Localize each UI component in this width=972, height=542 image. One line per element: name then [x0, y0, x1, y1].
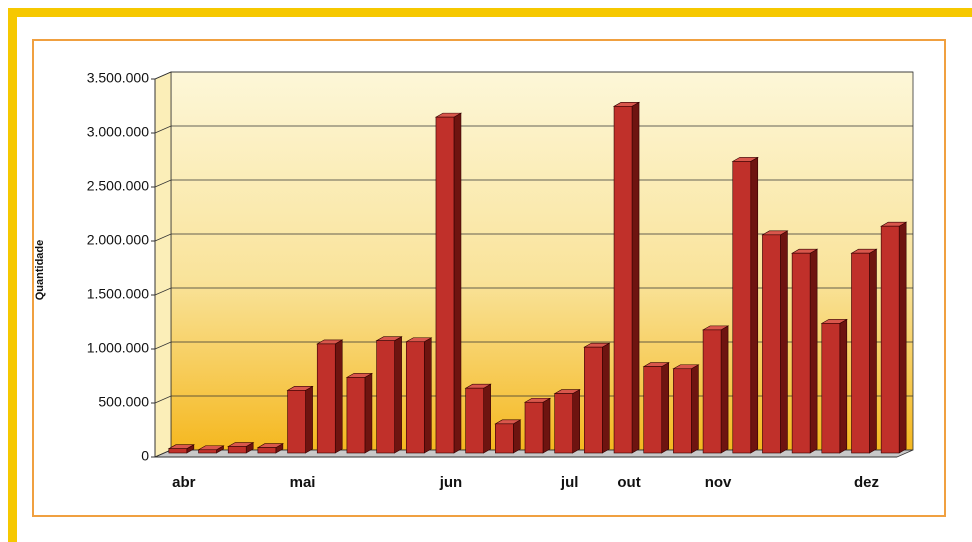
grid-line	[154, 233, 913, 242]
bar	[198, 449, 217, 454]
frame-top	[8, 8, 972, 17]
bar-group	[790, 248, 819, 454]
x-tick-label: out	[617, 474, 640, 491]
bar-group	[345, 372, 374, 454]
bar-group	[286, 385, 314, 454]
bar-group	[820, 318, 848, 454]
bar	[524, 401, 544, 454]
x-tick-label: mai	[290, 474, 316, 491]
bar	[346, 377, 366, 454]
y-tick-label: 2.500.000	[87, 178, 149, 194]
x-tick-label: abr	[172, 474, 196, 491]
bar-group	[197, 445, 225, 454]
x-tick-label: jun	[439, 474, 463, 491]
bar	[732, 161, 752, 454]
frame-left	[8, 8, 17, 542]
y-tick-label: 3.500.000	[87, 70, 149, 86]
bar-group	[850, 248, 878, 454]
bar-side	[750, 156, 759, 454]
bar	[584, 346, 603, 454]
y-tick-label: 500.000	[98, 394, 149, 410]
bar	[376, 340, 395, 454]
bar-group	[523, 397, 552, 454]
bar-side	[572, 389, 580, 454]
bar-group	[434, 112, 463, 454]
bar-side	[483, 383, 491, 454]
bar	[851, 252, 870, 454]
bar-side	[869, 248, 877, 454]
bar-side	[394, 336, 402, 454]
bar-group	[553, 389, 581, 454]
bar-group	[701, 325, 730, 454]
grid-line	[154, 125, 913, 134]
y-tick-label: 2.000.000	[87, 232, 149, 248]
bar-side	[334, 339, 343, 454]
bar	[821, 323, 841, 454]
bar-group	[880, 221, 908, 454]
y-tick-label: 3.000.000	[87, 124, 149, 140]
bar-side	[809, 248, 818, 454]
bar-group	[375, 336, 403, 454]
y-tick-label: 1.000.000	[87, 340, 149, 356]
x-tick-label: dez	[854, 474, 879, 491]
bar-side	[453, 112, 462, 454]
bar-group	[642, 362, 670, 454]
bar	[762, 234, 781, 454]
bar	[613, 106, 633, 454]
bar-group	[405, 337, 433, 454]
bar	[673, 368, 692, 454]
bar-side	[542, 397, 551, 454]
bar-side	[839, 318, 848, 454]
bar	[495, 423, 514, 454]
y-axis-title: Quantidade	[34, 240, 46, 301]
bar-side	[423, 337, 432, 454]
y-tick-label: 1.500.000	[87, 286, 149, 302]
bar	[287, 390, 306, 454]
x-tick-label: nov	[705, 474, 732, 491]
bar-group	[316, 339, 344, 454]
bar	[316, 343, 336, 454]
bar	[465, 387, 484, 454]
bar-group	[256, 443, 285, 454]
bar-side	[720, 325, 729, 454]
bar-group	[227, 442, 255, 454]
bar-group	[672, 364, 700, 454]
bar-side	[780, 230, 788, 454]
bar-group	[583, 342, 611, 454]
bar-side	[364, 372, 373, 454]
bar	[554, 393, 573, 454]
grid-line	[154, 287, 913, 296]
bar-side	[305, 385, 313, 454]
x-tick-label: jul	[560, 474, 579, 491]
bar	[702, 329, 722, 454]
bar-side	[602, 342, 610, 454]
bar-group	[761, 230, 789, 454]
grid-line	[154, 341, 913, 350]
grid-line	[154, 179, 913, 188]
bar	[643, 366, 663, 454]
bar	[168, 448, 188, 454]
bar-side	[691, 364, 699, 454]
bar-group	[167, 444, 195, 454]
bar	[791, 252, 811, 454]
grid-line	[154, 71, 913, 80]
bar	[257, 447, 277, 454]
y-tick-label: 0	[141, 448, 149, 464]
bar	[880, 225, 900, 454]
bar	[227, 446, 247, 454]
bar	[405, 341, 425, 454]
bar-group	[731, 156, 759, 454]
bar-side	[661, 362, 670, 454]
bar-side	[898, 221, 907, 454]
bar-group	[612, 101, 641, 454]
plot-area: 0 500.000 1.000.000 1.500.000 2.000.000 2.500…	[87, 70, 914, 491]
bar-group	[464, 383, 492, 454]
bar-side	[513, 419, 521, 454]
bar-side	[631, 101, 640, 454]
bar-group	[494, 419, 522, 454]
bar	[435, 116, 455, 454]
